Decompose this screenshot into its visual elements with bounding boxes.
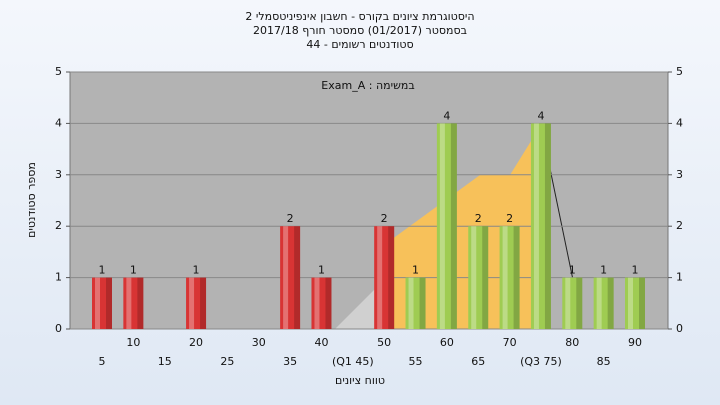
bar [436,123,457,330]
bar [186,277,207,329]
y2-tick-label: 0 [676,322,683,335]
bar [625,277,645,329]
bar-shade [471,226,477,329]
bar-shade [137,277,144,329]
bar-shade [607,277,614,329]
value-label: 2 [475,212,482,225]
value-label: 1 [569,264,576,277]
decor-area [335,280,384,329]
x-tick-label: 60 [440,336,454,349]
x-tick-label: 5 [99,355,106,368]
y2-tick-label: 4 [676,116,683,129]
y-tick-label: 0 [55,322,62,335]
x-tick-label: 90 [628,336,642,349]
bar-shade [439,123,445,330]
value-label: 1 [193,264,200,277]
bar [530,123,551,330]
y-tick-label: 2 [55,219,62,232]
value-label: 1 [99,264,106,277]
value-label: 1 [412,264,419,277]
bar-shade [565,277,571,329]
bar-shade [596,277,602,329]
bar [311,277,332,329]
bar-shade [106,277,112,329]
value-label: 4 [443,109,450,122]
bar [499,226,520,329]
x-tick-label: 30 [252,336,266,349]
value-label: 1 [600,264,607,277]
x-tick-label: 35 [283,355,297,368]
bar [405,277,426,329]
bar-shade [294,226,301,329]
value-label: 2 [287,212,294,225]
x-tick-label: 65 [471,355,485,368]
value-label: 1 [632,264,639,277]
x-tick-label: (Q1 45) [332,355,374,368]
bar [593,277,614,329]
x-tick-label: (Q3 75) [520,355,562,368]
x-tick-label: 25 [220,355,234,368]
bar [374,226,395,329]
x-axis-label: טווח ציונים [335,374,385,387]
bar-shade [639,277,645,329]
bar-shade [283,226,289,329]
y-tick-label: 5 [55,65,62,78]
x-tick-label: 20 [189,336,203,349]
bar-shade [482,226,489,329]
bar [468,226,489,329]
y-tick-label: 1 [55,271,62,284]
x-tick-label: 55 [409,355,423,368]
bar-shade [450,123,457,330]
annotation: במשימה : Exam_A [321,79,414,92]
value-label: 1 [130,264,137,277]
bar [123,277,144,329]
value-label: 2 [506,212,513,225]
bar-shade [513,226,520,329]
y-axis-label: מספר סטודנטים [25,162,38,238]
y2-tick-label: 1 [676,271,683,284]
bar-shade [544,123,551,330]
bar-shade [95,277,100,329]
bar-shade [533,123,539,330]
x-tick-label: 70 [503,336,517,349]
x-tick-label: 80 [565,336,579,349]
bar-shade [377,226,383,329]
bar-shade [628,277,633,329]
x-tick-label: 85 [597,355,611,368]
value-label: 4 [537,109,544,122]
subtitle: בסמסטר (01/2017) סמסטר חורף 2017/18 [253,24,467,37]
title: היסטוגרמת ציונים בקורס - חשבון אינפיניטס… [245,10,474,23]
bar [92,277,112,329]
bar-shade [200,277,207,329]
x-tick-label: 15 [158,355,172,368]
bar-shade [408,277,414,329]
value-label: 1 [318,264,325,277]
y2-tick-label: 5 [676,65,683,78]
bar [562,277,583,329]
value-label: 2 [381,212,388,225]
y2-tick-label: 3 [676,168,683,181]
x-tick-label: 40 [314,336,328,349]
bar-shade [502,226,508,329]
x-tick-label: 50 [377,336,391,349]
y-tick-label: 3 [55,168,62,181]
y-tick-label: 4 [55,116,62,129]
subtitle: סטודנטים רשומים - 44 [306,38,413,51]
bar [280,226,301,329]
x-tick-label: 10 [126,336,140,349]
bar-shade [314,277,320,329]
bar-shade [126,277,132,329]
bar-shade [325,277,332,329]
bar-shade [189,277,195,329]
bar-shade [419,277,426,329]
bar-shade [388,226,395,329]
bar-shade [576,277,583,329]
y2-tick-label: 2 [676,219,683,232]
